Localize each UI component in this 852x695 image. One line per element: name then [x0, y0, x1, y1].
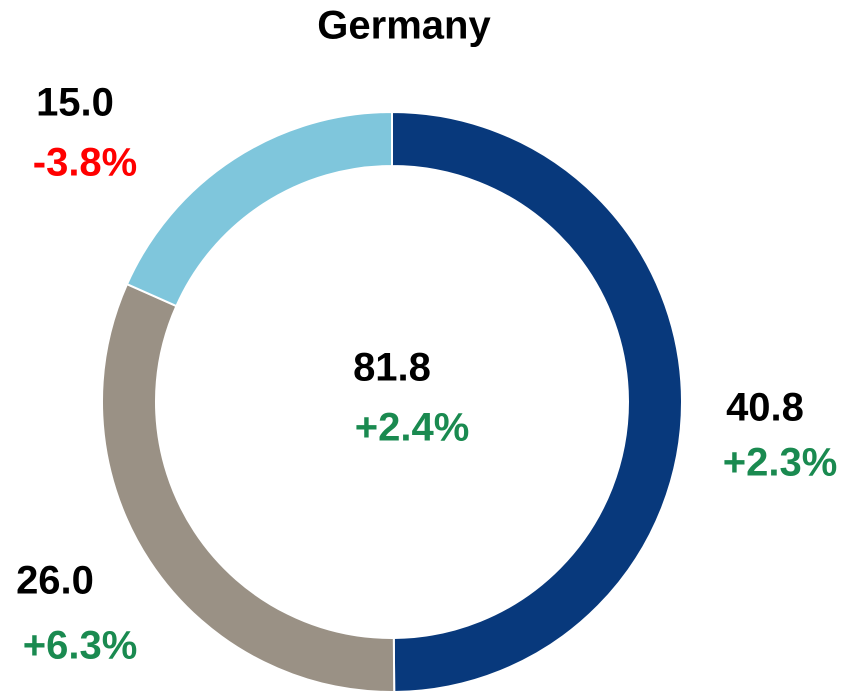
donut-segment	[391, 110, 683, 694]
value-label: 26.0	[16, 559, 94, 603]
change-label: +2.3%	[723, 441, 838, 485]
value-label: 15.0	[36, 81, 114, 125]
total-label: 81.8	[353, 346, 431, 390]
chart-title: Germany	[317, 4, 491, 48]
donut-segment	[125, 110, 393, 308]
value-label: 40.8	[726, 386, 804, 430]
donut-segment	[101, 282, 396, 693]
change-label: +6.3%	[23, 624, 138, 668]
change-label: -3.8%	[33, 141, 138, 185]
total-change-label: +2.4%	[355, 406, 470, 450]
